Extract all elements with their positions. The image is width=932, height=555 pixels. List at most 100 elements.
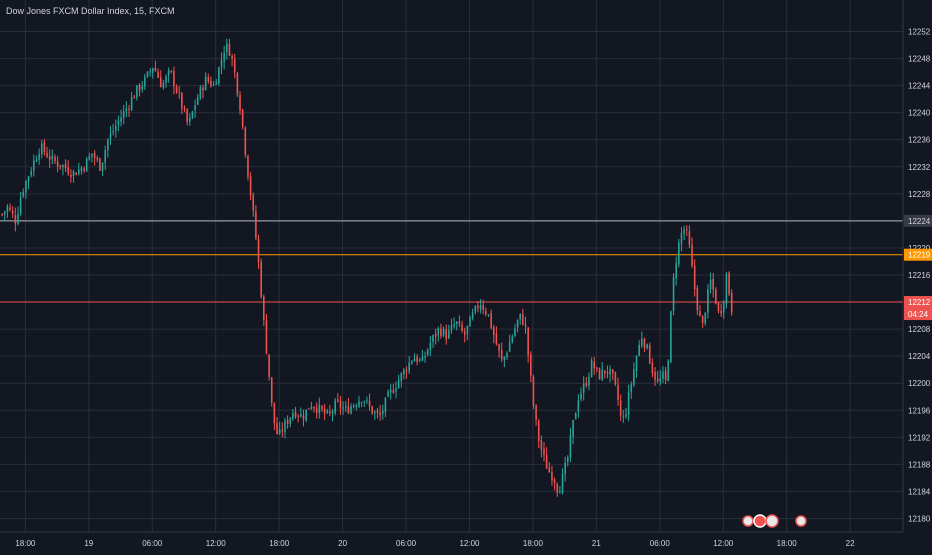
candle (186, 108, 188, 126)
candle (556, 482, 559, 497)
candle (107, 138, 109, 158)
candle (384, 397, 387, 418)
candle (691, 237, 693, 268)
x-tick-label: 22 (846, 539, 855, 548)
event-marker-icon[interactable] (795, 515, 807, 527)
candle (424, 351, 426, 363)
candle (683, 225, 685, 241)
candle (551, 465, 553, 486)
candle (511, 334, 514, 344)
candle (83, 166, 85, 174)
candle (730, 289, 733, 316)
candle (46, 146, 48, 159)
candle (545, 447, 548, 469)
candle (17, 206, 19, 226)
candle (641, 331, 643, 349)
x-tick-label: 18:00 (15, 539, 36, 548)
candle (453, 317, 455, 329)
candle (633, 362, 635, 388)
candle (445, 324, 448, 345)
candle (643, 337, 646, 353)
candle (212, 80, 215, 87)
candle (471, 308, 474, 321)
candle (114, 119, 117, 138)
candle (159, 70, 162, 88)
candle (3, 210, 6, 222)
y-tick-label: 12204 (908, 352, 931, 361)
candle (329, 404, 331, 416)
event-marker-icon[interactable] (765, 514, 779, 528)
candle (371, 405, 373, 415)
candle (418, 357, 421, 363)
candle (585, 377, 588, 388)
candle (215, 78, 218, 85)
countdown-label: 04:24 (908, 310, 929, 319)
candle (344, 401, 347, 412)
time-axis[interactable]: 18:00 19 06:00 12:00 18:00 20 06:00 12:00 18:00 2… (0, 531, 903, 548)
candle (606, 365, 609, 379)
candle (321, 404, 323, 412)
candle (725, 271, 728, 309)
candle (257, 234, 260, 269)
candle (614, 371, 617, 387)
candle (426, 348, 429, 357)
candle (96, 155, 99, 163)
y-tick-label: 12248 (908, 55, 931, 64)
candle (355, 403, 358, 411)
candle (696, 285, 699, 316)
y-tick-label: 12216 (908, 271, 931, 280)
candle (648, 342, 651, 365)
candle (366, 396, 368, 404)
event-marker-icon[interactable] (753, 514, 767, 528)
candles (1, 38, 733, 497)
candle (207, 73, 210, 84)
candle (204, 72, 207, 91)
candle (617, 377, 619, 406)
y-tick-label: 12192 (908, 433, 931, 442)
candle (574, 412, 577, 420)
candle (527, 326, 529, 363)
candle (286, 415, 289, 429)
price-axis[interactable]: 12180 12184 12188 12192 12196 12200 12204 12208… (902, 0, 932, 532)
candle (226, 38, 228, 60)
candle (387, 389, 389, 398)
candle (220, 52, 223, 75)
candle (567, 455, 569, 467)
y-tick-label: 12236 (908, 136, 931, 145)
x-tick-label: 12:00 (713, 539, 734, 548)
candle (337, 393, 339, 403)
x-tick-label: 12:00 (206, 539, 227, 548)
y-tick-label: 12180 (908, 514, 931, 523)
candle (490, 309, 492, 330)
x-tick-label: 19 (84, 539, 93, 548)
candle (593, 356, 596, 375)
candle (487, 314, 490, 317)
candle (99, 157, 101, 172)
candle (437, 326, 440, 342)
candle (408, 356, 410, 375)
candle (537, 418, 540, 449)
candle (273, 402, 276, 431)
candle (263, 294, 265, 326)
candle (656, 370, 659, 384)
y-tick-label: 12200 (908, 379, 931, 388)
candle (270, 376, 273, 407)
candle (72, 169, 75, 183)
candle (233, 53, 236, 79)
candle (231, 53, 233, 67)
candle (532, 374, 535, 410)
candle (434, 328, 437, 345)
candle (120, 109, 122, 127)
candle (268, 354, 270, 381)
candle (35, 155, 38, 163)
candle (569, 427, 572, 463)
candle (604, 370, 606, 379)
candle (350, 403, 352, 415)
candle (519, 313, 522, 325)
candle (630, 381, 633, 399)
y-tick-label: 12196 (908, 406, 931, 415)
y-tick-label: 12252 (908, 28, 931, 37)
event-marker-icon[interactable] (742, 515, 754, 527)
